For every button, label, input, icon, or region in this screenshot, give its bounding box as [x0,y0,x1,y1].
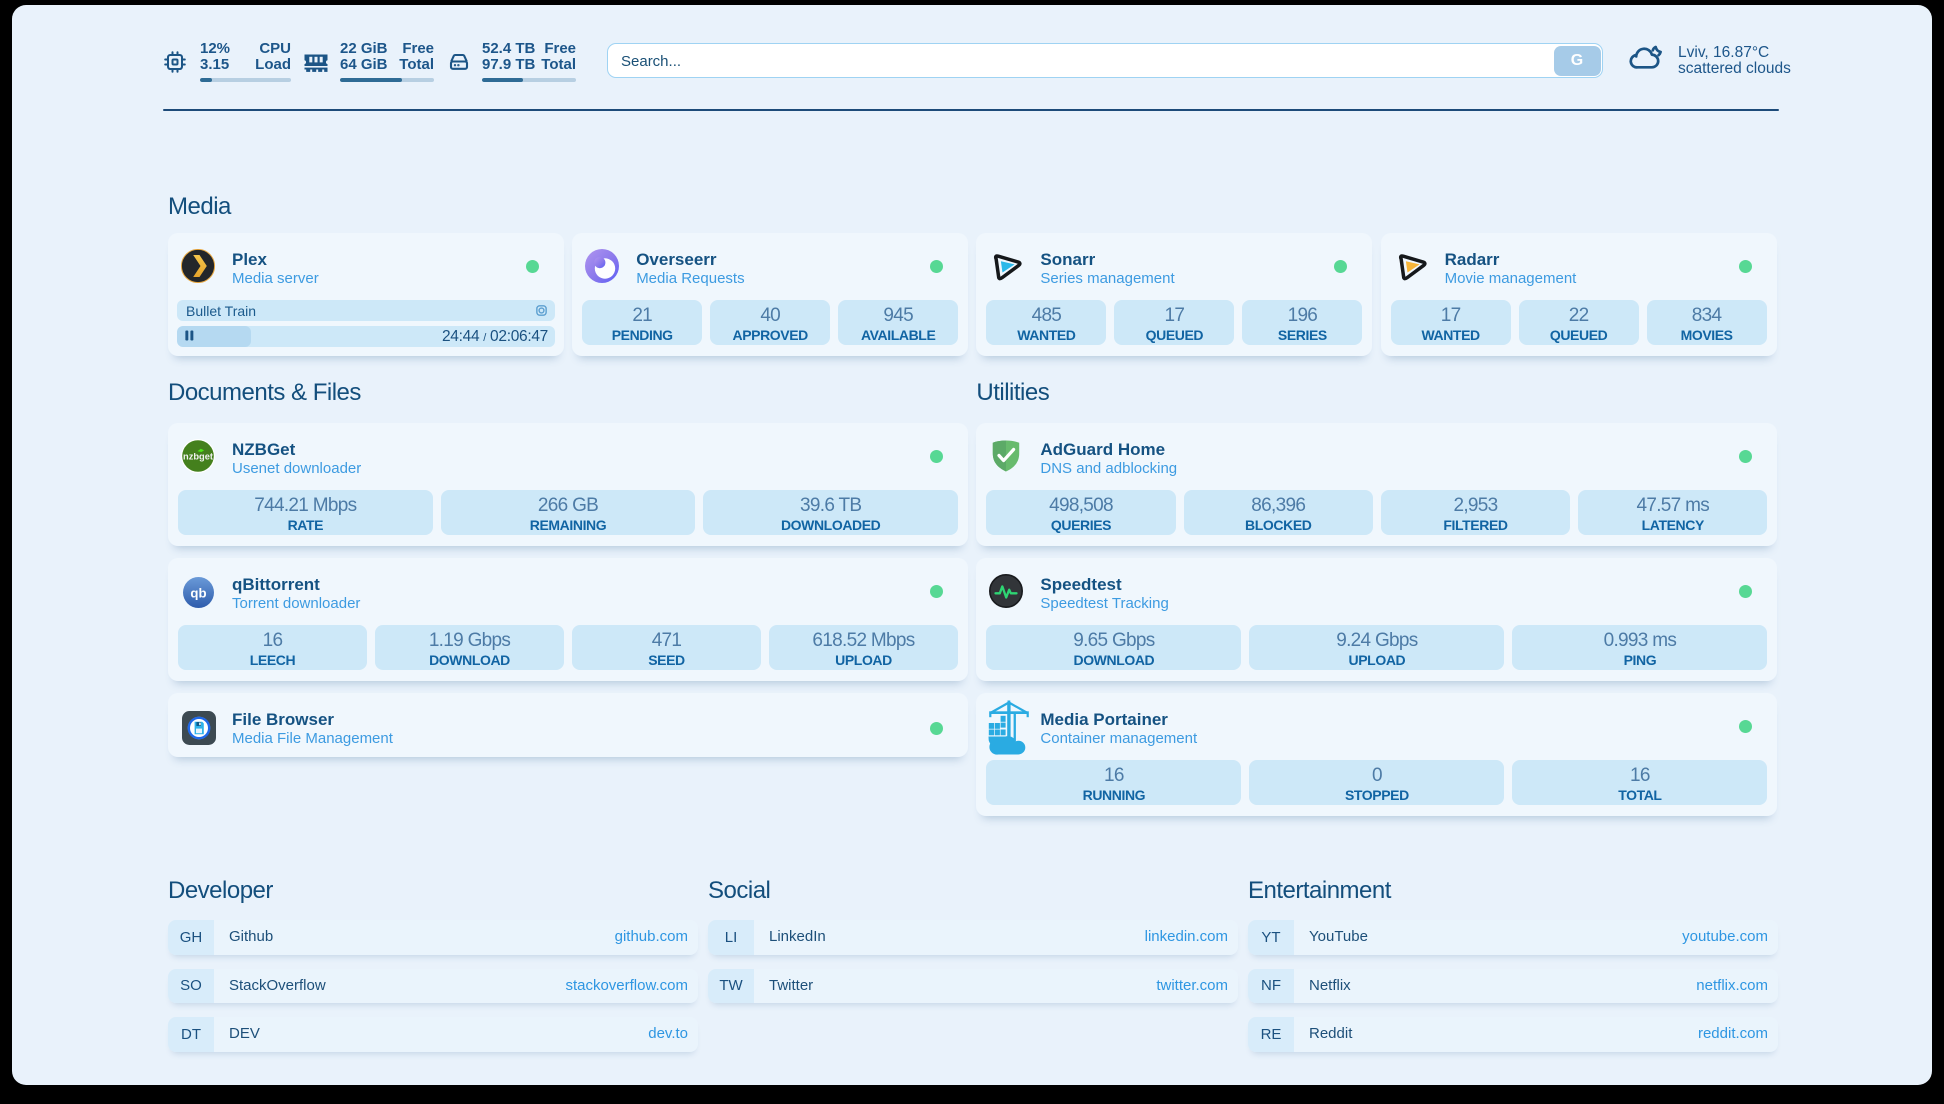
svg-text:nzbget: nzbget [183,452,213,462]
svg-text:qb: qb [190,586,206,601]
